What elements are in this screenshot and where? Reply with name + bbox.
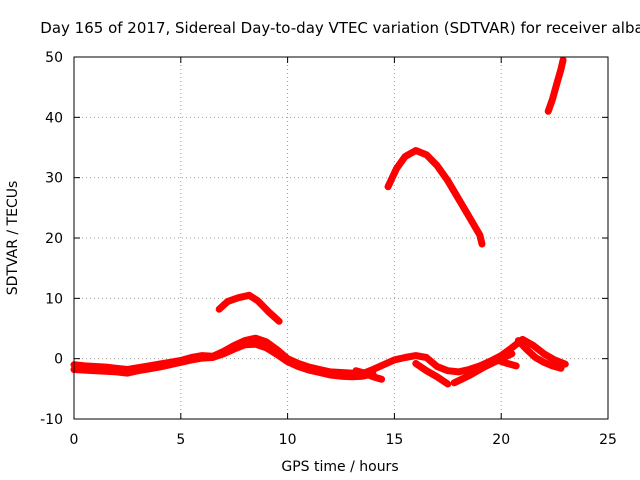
series-baseline-2: [70, 340, 377, 381]
y-axis-label: SDTVAR / TECUs: [5, 181, 21, 296]
y-tick-label: 10: [45, 291, 63, 307]
y-tick-label: 20: [45, 231, 63, 247]
axis-ticks: [73, 56, 609, 420]
x-tick-label: 15: [385, 432, 403, 448]
series-dip-2: [412, 360, 452, 388]
x-tick-label: 5: [176, 432, 185, 448]
y-tick-label: -10: [40, 412, 63, 428]
series-bump-21: [514, 337, 565, 372]
x-tick-label: 20: [492, 432, 510, 448]
series-dip-1: [352, 367, 386, 383]
y-tick-label: 0: [54, 352, 63, 368]
y-tick-labels: -10 0 10 20 30 40 50: [40, 50, 63, 428]
x-tick-label: 10: [279, 432, 297, 448]
y-tick-label: 30: [45, 171, 63, 187]
x-tick-label: 0: [70, 432, 79, 448]
x-axis-label: GPS time / hours: [281, 459, 398, 475]
y-tick-label: 40: [45, 110, 63, 126]
series-bump-8: [215, 291, 283, 325]
series-arc-16: [384, 147, 486, 248]
data-series: [70, 56, 569, 388]
y-tick-label: 50: [45, 50, 63, 66]
x-tick-labels: 0 5 10 15 20 25: [70, 432, 617, 448]
grid-lines: [74, 57, 608, 419]
series-dip-4: [493, 356, 520, 370]
series-dip-3: [450, 350, 516, 387]
chart-title: Day 165 of 2017, Sidereal Day-to-day VTE…: [40, 19, 640, 37]
x-tick-label: 25: [599, 432, 617, 448]
series-rise-22: [544, 56, 567, 115]
